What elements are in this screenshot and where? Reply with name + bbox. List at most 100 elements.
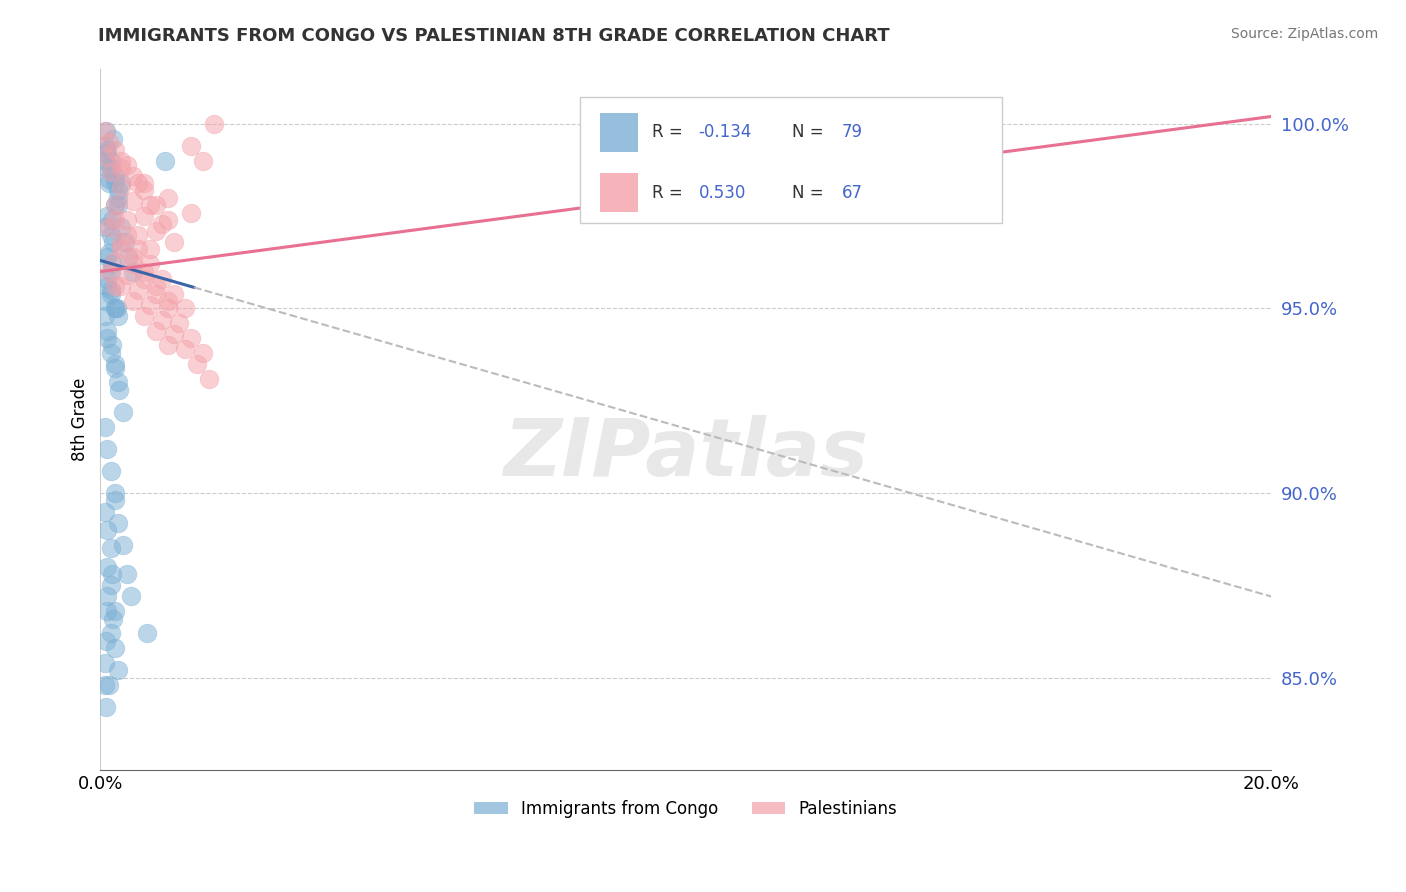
Point [115,213,138,227]
Point [96,331,118,345]
Point [134,176,156,190]
Point [96,324,118,338]
Point [94,309,117,323]
Point [139,298,162,312]
Point [104,253,127,268]
Point [127,283,149,297]
Point [104,213,127,227]
Text: 79: 79 [841,123,862,141]
Point [96,209,118,223]
Text: R =: R = [652,184,688,202]
Point [100,541,122,556]
Point [104,198,127,212]
Point [94,656,117,670]
Point [110,179,132,194]
Point [108,383,131,397]
Point [96,146,118,161]
Point [104,493,127,508]
Point [107,516,129,530]
Point [191,153,214,168]
Point [134,272,156,286]
Point [100,227,122,242]
Point [104,641,127,656]
Point [104,357,127,371]
Point [114,235,136,249]
Point [121,257,143,271]
Point [120,590,142,604]
Point [98,176,121,190]
Legend: Immigrants from Congo, Palestinians: Immigrants from Congo, Palestinians [468,794,904,825]
Point [100,161,122,176]
Text: N =: N = [792,123,830,141]
Point [94,124,117,138]
Point [107,376,129,390]
Text: R =: R = [652,123,688,141]
Point [94,294,117,309]
Point [96,560,118,574]
Point [104,169,127,183]
Point [145,286,167,301]
Point [145,279,167,293]
Point [139,257,162,271]
Point [204,117,226,131]
Point [110,243,132,257]
Point [101,213,124,227]
Point [107,183,129,197]
Point [115,567,138,582]
Point [150,217,173,231]
Bar [600,173,638,212]
Point [103,612,125,626]
Point [156,191,179,205]
Point [98,172,121,186]
Point [145,224,167,238]
Point [110,279,132,293]
Text: 0.530: 0.530 [699,184,747,202]
Point [117,250,139,264]
FancyBboxPatch shape [581,96,1002,223]
Point [180,205,202,219]
Point [105,301,128,316]
Point [96,143,118,157]
Point [96,523,118,537]
Point [104,301,127,316]
Point [115,268,138,283]
Y-axis label: 8th Grade: 8th Grade [72,377,89,461]
Point [94,124,117,138]
Point [107,191,129,205]
Point [100,153,122,168]
Point [174,342,197,356]
Text: N =: N = [792,184,830,202]
Point [94,139,117,153]
Text: 67: 67 [841,184,862,202]
Point [121,169,143,183]
Point [103,235,125,249]
Point [96,604,118,618]
Point [162,286,184,301]
Point [153,153,176,168]
Point [100,264,122,278]
Point [100,578,122,592]
Point [111,538,134,552]
Point [104,360,127,375]
Point [100,464,122,478]
Point [96,633,118,648]
Point [96,272,118,286]
Point [101,257,124,271]
Point [110,176,132,190]
Point [127,243,149,257]
Text: Source: ZipAtlas.com: Source: ZipAtlas.com [1230,27,1378,41]
Point [156,294,179,309]
Point [94,504,117,518]
Point [98,220,121,235]
Point [104,301,127,316]
Point [104,176,127,190]
Point [162,235,184,249]
Point [156,213,179,227]
Point [180,139,202,153]
Point [110,161,132,176]
Bar [600,113,638,152]
Point [94,419,117,434]
Point [97,246,120,260]
Point [96,442,118,456]
Text: IMMIGRANTS FROM CONGO VS PALESTINIAN 8TH GRADE CORRELATION CHART: IMMIGRANTS FROM CONGO VS PALESTINIAN 8TH… [98,27,890,45]
